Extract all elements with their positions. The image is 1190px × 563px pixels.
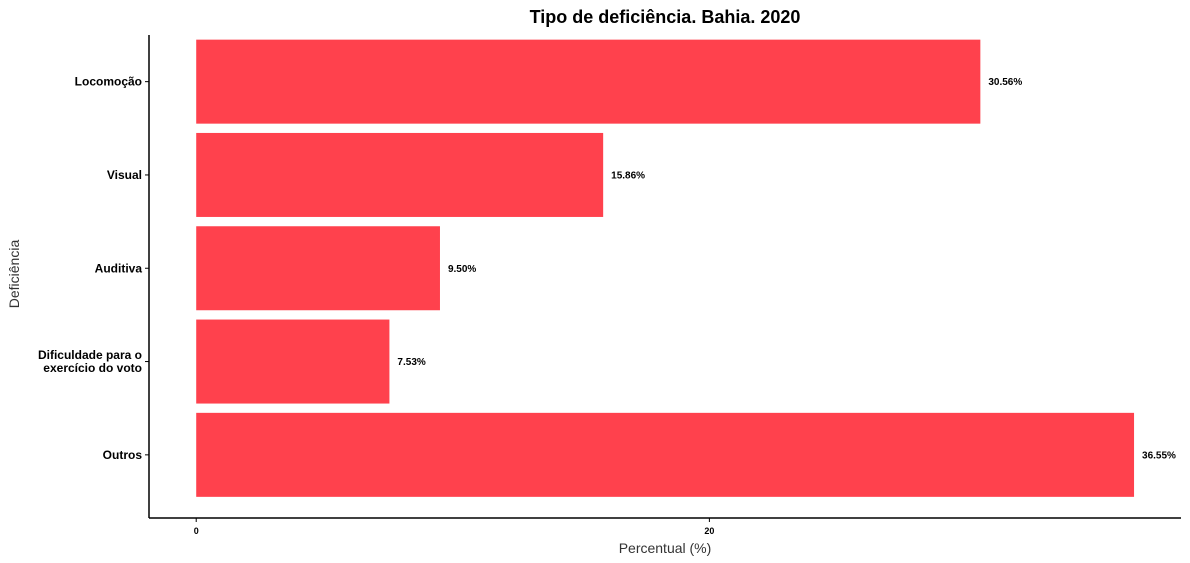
x-axis-title: Percentual (%) — [619, 540, 712, 556]
data-label-1: 30.56% — [988, 77, 1022, 88]
category-label-2: Visual — [107, 168, 142, 182]
bar-2 — [196, 132, 604, 217]
category-label-1: Locomoção — [75, 75, 142, 89]
category-label-3: Auditiva — [95, 261, 143, 275]
data-label-4: 7.53% — [397, 357, 425, 368]
bar-5 — [196, 412, 1135, 497]
category-label-line: Dificuldade para o — [38, 348, 142, 362]
y-axis: Locomoção Visual Auditiva Dificuldade para … — [38, 35, 150, 518]
chart-title: Tipo de deficiência. Bahia. 2020 — [530, 7, 801, 27]
category-label-line: Auditiva — [95, 261, 143, 275]
bars — [196, 39, 1135, 497]
y-axis-title: Deficiência — [6, 240, 22, 309]
category-label-line: exercício do voto — [43, 361, 142, 375]
x-axis: 0 20 — [149, 517, 1181, 536]
category-label-4: Dificuldade para o exercício do voto — [38, 348, 142, 375]
category-label-line: Locomoção — [75, 75, 142, 89]
data-label-3: 9.50% — [448, 264, 476, 275]
bar-3 — [196, 226, 440, 311]
category-label-5: Outros — [103, 448, 143, 462]
data-labels: 30.56% 15.86% 9.50% 7.53% 36.55% — [397, 77, 1176, 461]
category-label-line: Outros — [103, 448, 143, 462]
data-label-2: 15.86% — [611, 170, 645, 181]
data-label-5: 36.55% — [1142, 450, 1176, 461]
x-tick-label-1: 0 — [194, 526, 199, 536]
bar-4 — [196, 319, 390, 404]
bar-1 — [196, 39, 981, 124]
category-label-line: Visual — [107, 168, 142, 182]
x-tick-label-2: 20 — [704, 526, 714, 536]
